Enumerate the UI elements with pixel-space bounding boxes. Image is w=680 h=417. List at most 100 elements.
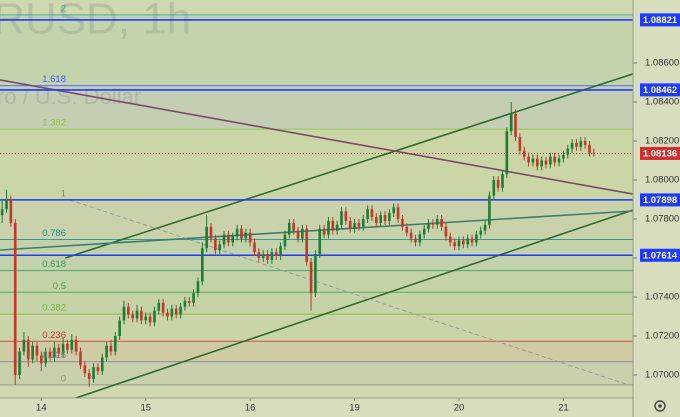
candle-body [409, 232, 413, 239]
fib-label: 0.125 [42, 350, 66, 361]
candle-body [227, 234, 230, 243]
candle-body [279, 246, 282, 257]
candle-body [183, 300, 187, 307]
candle-body [344, 211, 348, 221]
candle-body [235, 228, 239, 237]
candle-body [13, 222, 17, 375]
candle-body [179, 306, 182, 315]
candle-body [187, 300, 191, 303]
candle-body [218, 244, 222, 251]
candle-body [31, 345, 34, 360]
trendline [73, 209, 633, 398]
candle-body [331, 220, 335, 231]
price-label-box [640, 146, 680, 160]
candle-body [366, 209, 369, 219]
candle-body [96, 367, 100, 372]
candle-body [87, 373, 91, 379]
candle-body [144, 316, 148, 321]
candle-body [322, 228, 326, 235]
candle-body [492, 179, 496, 196]
symbol-watermark: EURUSD, 1h [0, 0, 191, 44]
y-tick-label: 1.08200 [645, 136, 679, 147]
candle-body [161, 302, 165, 313]
candle-body [531, 158, 535, 163]
candle-body [92, 367, 95, 379]
candle-body [575, 142, 578, 147]
candle-body [192, 293, 195, 303]
candle-body [444, 226, 448, 237]
candle-body [549, 156, 552, 165]
candle-body [79, 351, 82, 366]
candle-body [470, 238, 474, 243]
candle-body [157, 302, 161, 311]
y-tick-label: 1.07000 [645, 370, 679, 381]
fib-band [0, 361, 633, 385]
fib-band [0, 341, 633, 362]
candle-body [100, 357, 104, 372]
fib-label: 1 [61, 188, 66, 199]
candle-body [270, 252, 274, 260]
candle-body [48, 351, 52, 358]
candle-body [335, 224, 339, 231]
candle-body [348, 220, 352, 229]
candle-body [153, 310, 156, 323]
candle-body [544, 160, 548, 165]
candle-body [501, 174, 504, 188]
candle-body [553, 156, 556, 163]
candle-body [83, 365, 87, 374]
candle-body [388, 213, 391, 221]
fib-band [0, 314, 633, 342]
fib-band [0, 292, 633, 315]
candle-body [5, 199, 8, 210]
price-axis-panel [633, 0, 680, 417]
candle-body [127, 306, 130, 315]
candle-body [118, 320, 121, 336]
candle-body [579, 140, 583, 147]
price-label-box [640, 193, 680, 207]
x-tick-label: 16 [245, 403, 256, 414]
candle-body [222, 234, 226, 245]
candle-body [396, 207, 400, 219]
description-watermark: Euro / U.S. Dollar [0, 84, 141, 109]
x-tick-label: 19 [349, 403, 360, 414]
candle-body [74, 339, 78, 352]
fib-label: 0.382 [42, 303, 66, 314]
candle-body [257, 252, 261, 258]
candle-body [509, 113, 513, 132]
settings-icon[interactable] [654, 400, 666, 412]
candle-body [40, 355, 43, 364]
candle-body [457, 240, 461, 247]
candle-body [113, 335, 117, 352]
candle-body [479, 230, 483, 235]
candle-body [214, 238, 217, 251]
candle-body [266, 254, 269, 260]
candle-body [244, 232, 248, 239]
candle-body [261, 254, 265, 258]
candle-body [135, 310, 139, 319]
price-label: 1.07614 [643, 250, 678, 261]
candle-body [66, 343, 69, 350]
candle-body [122, 306, 126, 321]
candle-body [453, 242, 456, 247]
fib-label: 0.618 [42, 259, 66, 270]
candle-body [566, 148, 570, 155]
candle-body [431, 222, 435, 225]
candle-body [205, 226, 208, 249]
candle-body [375, 217, 378, 223]
candle-body [309, 261, 313, 294]
candle-body [583, 140, 587, 145]
y-tick-label: 1.07400 [645, 292, 679, 303]
candle-body [314, 254, 317, 294]
candle-body [418, 234, 422, 243]
candle-body [514, 113, 517, 138]
candle-body [361, 218, 365, 227]
candle-body [148, 316, 152, 323]
y-tick-label: 1.08600 [645, 58, 679, 69]
candle-body [379, 215, 382, 223]
fib-label: 0 [61, 373, 66, 384]
candle-body [9, 199, 13, 223]
candle-body [140, 310, 143, 321]
candle-body [231, 236, 235, 243]
candle-body [22, 339, 26, 352]
